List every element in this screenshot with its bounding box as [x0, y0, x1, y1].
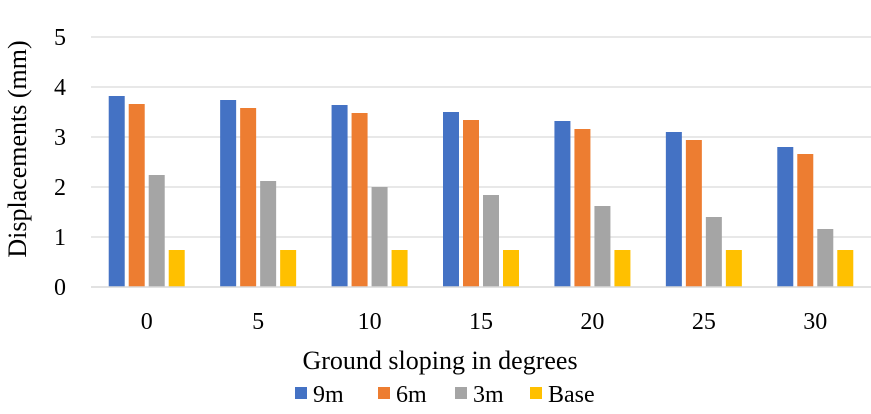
bar-9m-20: [554, 121, 571, 287]
bar-9m-15: [443, 112, 459, 287]
legend-label-6m: 6m: [396, 382, 427, 408]
x-tick-label: 0: [141, 309, 153, 335]
gridlines: [91, 36, 871, 238]
bar-6m-20: [574, 129, 591, 287]
y-tick-label: 3: [54, 125, 66, 151]
bar-6m-5: [240, 108, 257, 287]
bar-6m-15: [463, 120, 479, 287]
x-tick-label: 15: [469, 309, 493, 335]
bar-3m-5: [260, 181, 277, 287]
y-tick-label: 2: [54, 175, 66, 201]
x-tick-label: 5: [252, 309, 264, 335]
bar-base-30: [837, 250, 854, 287]
y-tick-label: 4: [54, 75, 66, 101]
bar-6m-25: [685, 140, 702, 287]
legend-label-9m: 9m: [313, 382, 344, 408]
bar-6m-10: [351, 113, 368, 287]
bar-base-10: [391, 250, 408, 287]
x-tick-label: 25: [692, 309, 716, 335]
bar-9m-30: [777, 147, 794, 287]
y-tick-label: 5: [54, 25, 66, 51]
bar-3m-0: [148, 175, 165, 287]
bar-base-15: [503, 250, 519, 287]
bar-3m-10: [371, 187, 388, 287]
bar-3m-25: [705, 217, 722, 287]
x-axis-ticks: 0 5 10 15 20 25 30: [141, 309, 828, 335]
bar-base-5: [280, 250, 297, 287]
legend-swatch-base: [530, 387, 542, 399]
bar-base-0: [168, 250, 185, 287]
x-tick-label: 20: [580, 309, 604, 335]
y-axis-ticks: 0 1 2 3 4 5: [54, 25, 66, 301]
legend-label-3m: 3m: [473, 382, 504, 408]
bar-base-20: [614, 250, 631, 287]
bar-6m-0: [128, 104, 145, 287]
bar-base-25: [725, 250, 742, 287]
x-axis-title: Ground sloping in degrees: [302, 346, 577, 375]
bar-3m-30: [817, 229, 834, 287]
bar-9m-25: [665, 132, 682, 287]
bar-3m-20: [594, 206, 611, 287]
bar-6m-30: [797, 154, 814, 287]
bar-9m-0: [108, 96, 125, 287]
legend-swatch-9m: [295, 387, 307, 399]
y-tick-label: 0: [54, 275, 66, 301]
legend: 9m 6m 3m Base: [295, 382, 595, 408]
bars: [108, 96, 854, 287]
bar-9m-10: [331, 105, 348, 287]
bar-3m-15: [483, 195, 499, 287]
x-tick-label: 30: [803, 309, 827, 335]
legend-swatch-6m: [378, 387, 390, 399]
x-tick-label: 10: [358, 309, 382, 335]
y-axis-title: Displacements (mm): [3, 40, 32, 257]
y-tick-label: 1: [54, 225, 66, 251]
bar-9m-5: [220, 100, 237, 287]
legend-swatch-3m: [455, 387, 467, 399]
legend-label-base: Base: [548, 382, 595, 408]
